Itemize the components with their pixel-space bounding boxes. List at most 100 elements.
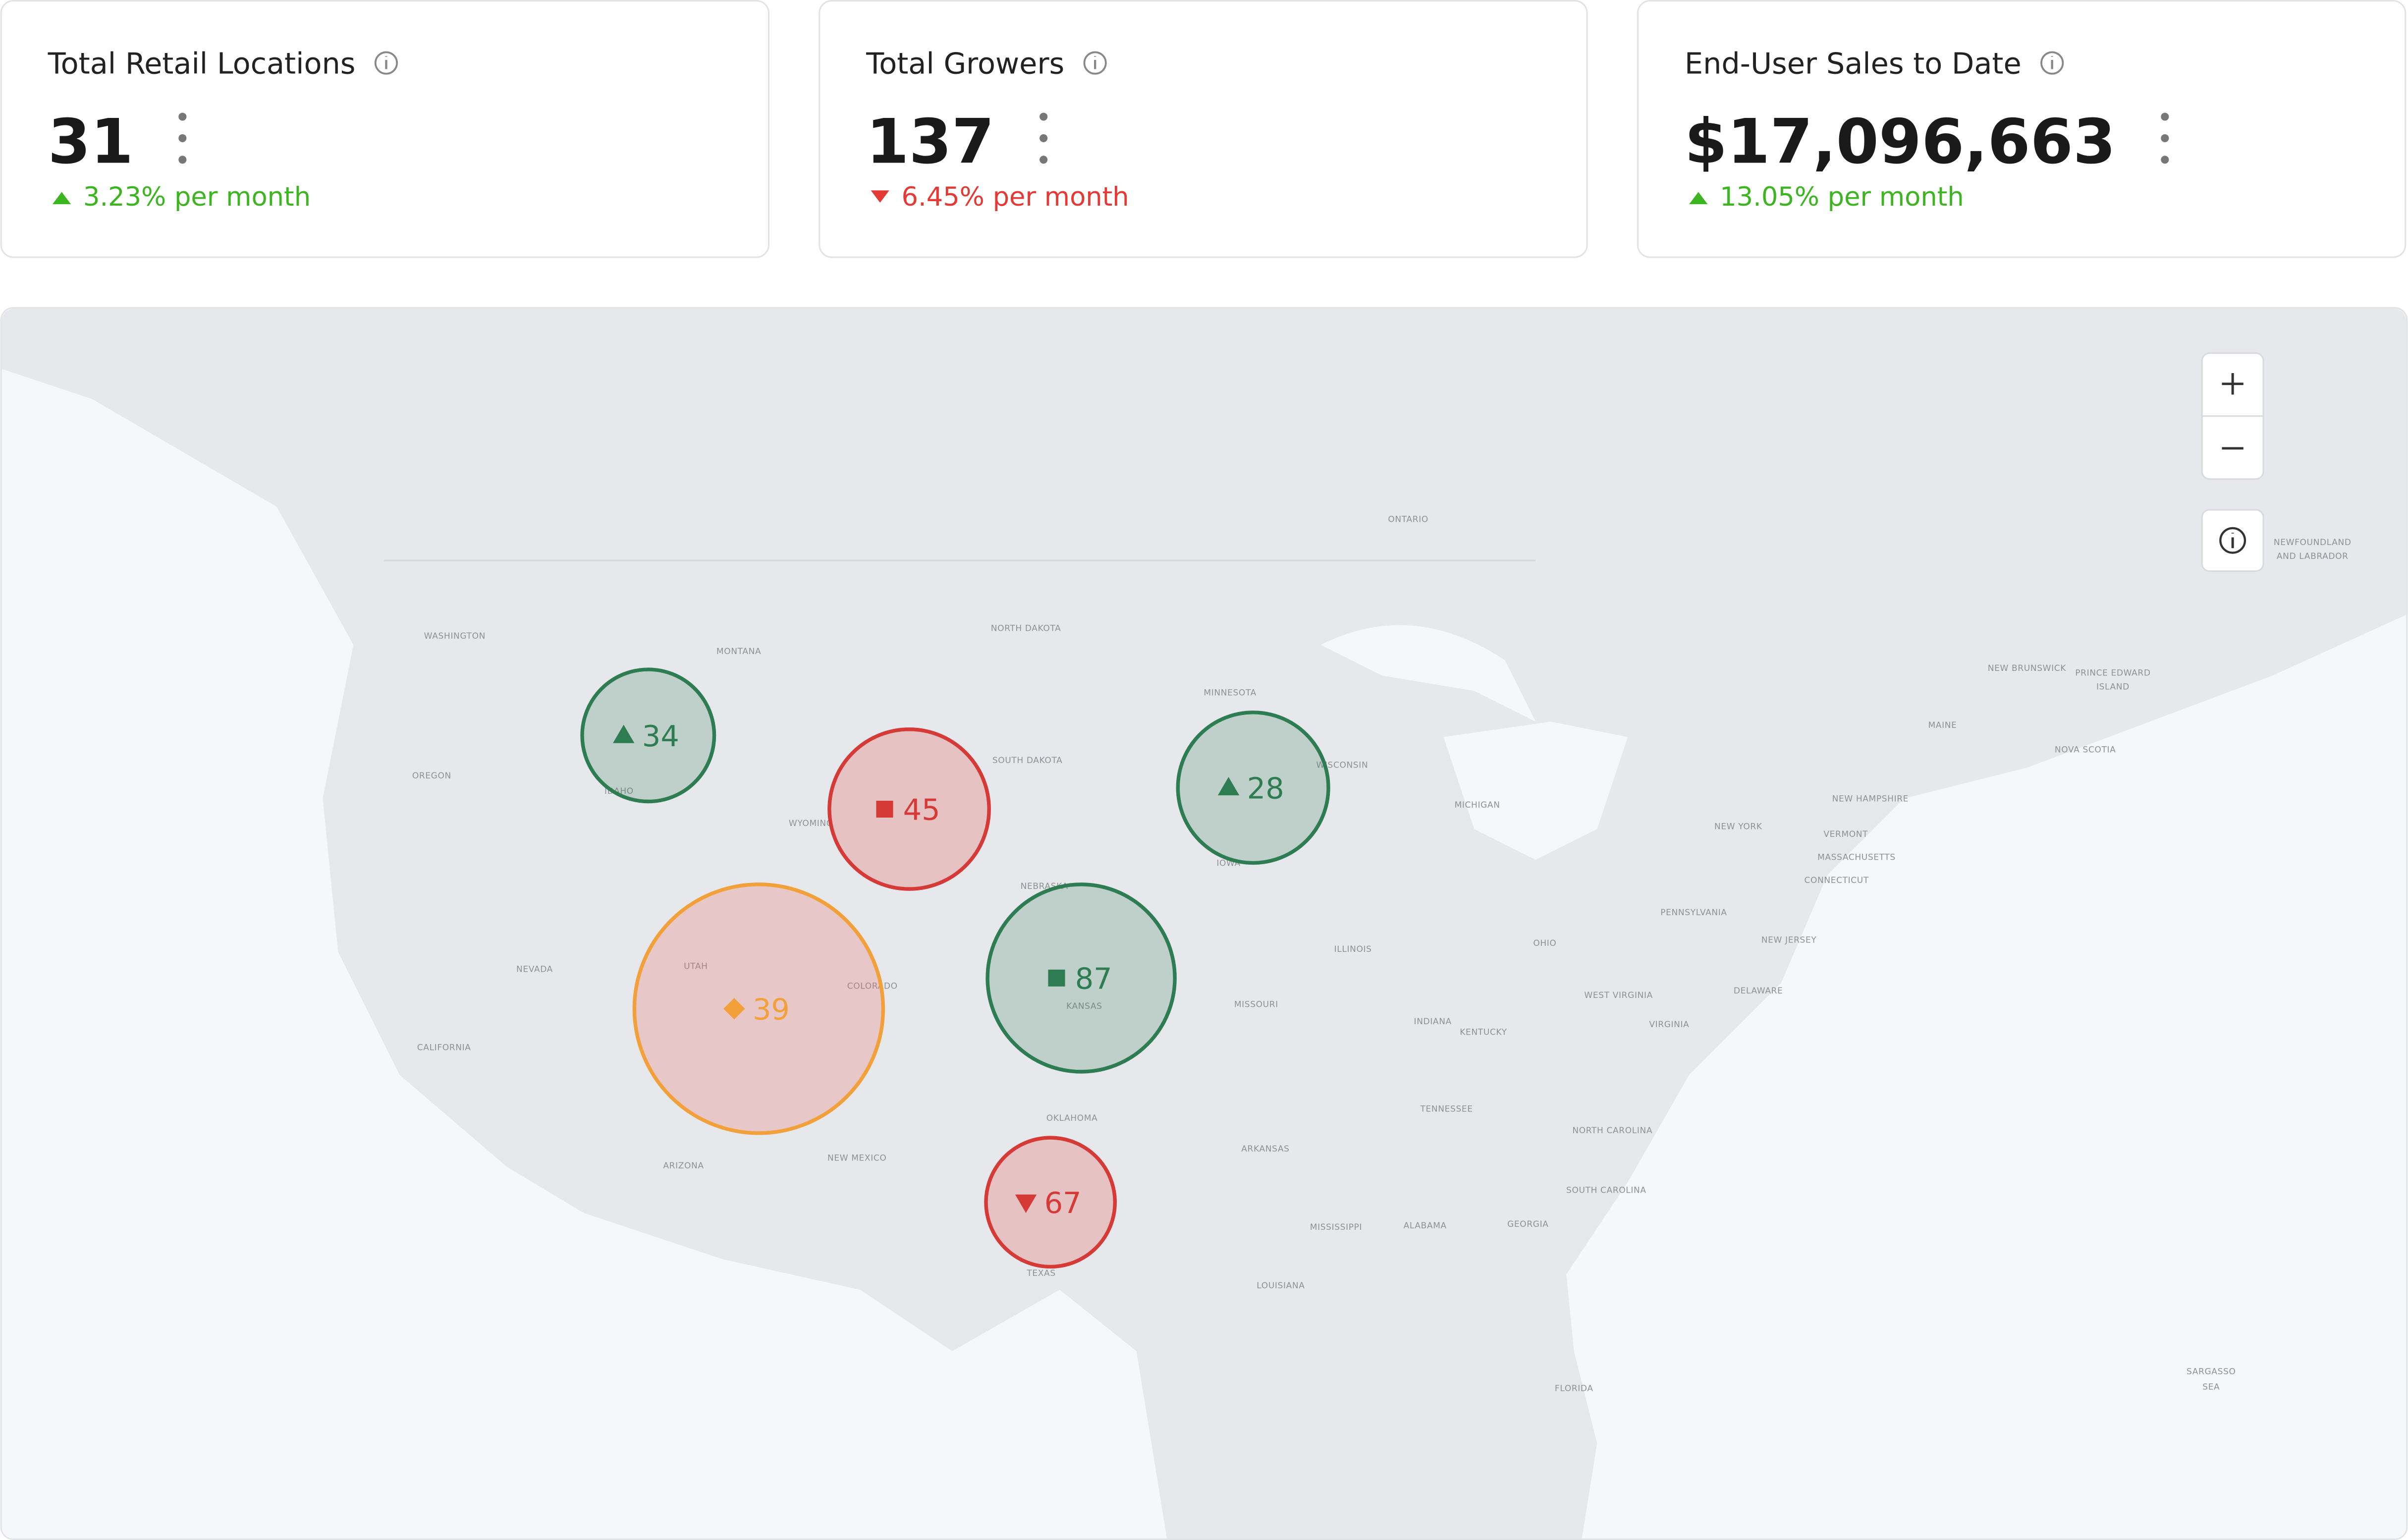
more-menu[interactable] xyxy=(178,112,187,121)
zoom-in[interactable] xyxy=(2222,373,2244,395)
map-label: ARKANSAS xyxy=(1241,1144,1289,1154)
map-label: SOUTH DAKOTA xyxy=(992,756,1063,766)
more-menu[interactable] xyxy=(178,134,187,142)
map-label: NEW YORK xyxy=(1714,822,1762,831)
marker[interactable]: 87 xyxy=(985,882,1177,1074)
map-label: MAINE xyxy=(1928,720,1957,730)
card-change: 6.45% per month xyxy=(902,182,1129,212)
map-label: MINNESOTA xyxy=(1204,688,1256,698)
marker-value: 39 xyxy=(753,992,790,1027)
marker-circle xyxy=(827,727,991,891)
more-menu[interactable] xyxy=(2161,112,2169,121)
marker-circle xyxy=(985,882,1177,1074)
great-lakes xyxy=(1320,625,1628,860)
info-icon xyxy=(1083,51,1107,75)
card xyxy=(1637,0,2407,258)
more-menu[interactable] xyxy=(1040,156,1048,164)
card-value: 31 xyxy=(48,106,133,177)
map-label: VIRGINIA xyxy=(1649,1020,1689,1030)
marker[interactable]: 39 xyxy=(632,882,885,1135)
map-label: WYOMING xyxy=(789,819,833,828)
map-label: SARGASSO xyxy=(2187,1367,2236,1376)
marker-value: 34 xyxy=(642,719,679,753)
map-label: FLORIDA xyxy=(1555,1383,1593,1393)
map-label: VERMONT xyxy=(1823,829,1868,839)
map-label: NEW JERSEY xyxy=(1761,935,1817,945)
map-label: WEST VIRGINIA xyxy=(1584,990,1652,1000)
map-label: DELAWARE xyxy=(1734,986,1783,996)
more-menu[interactable] xyxy=(178,156,187,164)
marker-icon xyxy=(876,800,893,818)
map-label: TENNESSEE xyxy=(1420,1104,1473,1114)
map-label: TEXAS xyxy=(1026,1268,1055,1278)
card-value: 137 xyxy=(866,106,994,177)
map-label: NEVADA xyxy=(516,964,553,974)
map-label: NOVA SCOTIA xyxy=(2055,745,2116,755)
more-menu[interactable] xyxy=(2161,156,2169,164)
marker-value: 87 xyxy=(1075,962,1112,996)
map-label: WISCONSIN xyxy=(1316,760,1368,770)
map-label: ISLAND xyxy=(2096,682,2130,692)
card-value: $17,096,663 xyxy=(1685,106,2116,177)
marker-value: 67 xyxy=(1044,1186,1082,1220)
map-label: INDIANA xyxy=(1414,1017,1452,1027)
marker[interactable]: 45 xyxy=(827,727,991,891)
map-label: CALIFORNIA xyxy=(417,1043,471,1053)
map-frame xyxy=(0,307,2408,1540)
map-label: ARIZONA xyxy=(663,1161,704,1171)
map-label: MICHIGAN xyxy=(1455,800,1500,810)
marker-icon xyxy=(1048,969,1065,987)
map-label: ALABAMA xyxy=(1404,1221,1447,1231)
marker-icon xyxy=(1015,1194,1037,1213)
more-menu[interactable] xyxy=(2161,134,2169,142)
map-label: GEORGIA xyxy=(1507,1219,1548,1229)
marker-icon xyxy=(1217,776,1240,796)
marker-circle xyxy=(984,1136,1117,1269)
map-label: CONNECTICUT xyxy=(1804,876,1868,885)
map-label: UTAH xyxy=(684,961,708,971)
card-title: Total Retail Locations xyxy=(48,47,356,81)
map-label: MASSACHUSETTS xyxy=(1817,852,1896,862)
marker-circle xyxy=(580,667,716,804)
map-label: NORTH DAKOTA xyxy=(991,624,1061,634)
map-label: NORTH CAROLINA xyxy=(1572,1126,1652,1136)
marker[interactable]: 67 xyxy=(984,1136,1117,1269)
trend-arrow xyxy=(1689,192,1708,205)
more-menu[interactable] xyxy=(1040,112,1048,121)
card-change: 3.23% per month xyxy=(83,182,311,212)
map-label: MISSOURI xyxy=(1234,1000,1278,1010)
marker[interactable]: 34 xyxy=(580,667,716,804)
card-title: Total Growers xyxy=(866,47,1064,81)
card xyxy=(0,0,770,258)
marker-value: 28 xyxy=(1247,771,1284,805)
map-label: NEW MEXICO xyxy=(827,1154,886,1163)
map-label: COLORADO xyxy=(847,982,898,991)
marker-icon xyxy=(612,724,635,743)
map-label: OKLAHOMA xyxy=(1046,1113,1098,1123)
trend-arrow xyxy=(52,192,71,205)
more-menu[interactable] xyxy=(1040,134,1048,142)
map-label: MISSISSIPPI xyxy=(1310,1222,1362,1232)
map-label: PENNSYLVANIA xyxy=(1660,908,1727,918)
info-icon xyxy=(374,51,398,75)
map-label: AND LABRADOR xyxy=(2277,551,2349,561)
map-label: NEW BRUNSWICK xyxy=(1988,663,2066,673)
map-label: OHIO xyxy=(1533,938,1556,948)
map-label: MONTANA xyxy=(716,647,761,657)
marker-circle xyxy=(1176,711,1330,865)
map[interactable]: ONTARIO NEWFOUNDLAND AND LABRADOR WASHINGTO… xyxy=(0,307,2408,1540)
map-label: ONTARIO xyxy=(1388,515,1428,525)
map-label: PRINCE EDWARD xyxy=(2075,668,2150,678)
map-label: NEWFOUNDLAND xyxy=(2274,538,2352,548)
map-label: SOUTH CAROLINA xyxy=(1566,1186,1646,1196)
info-icon xyxy=(2040,51,2064,75)
marker-value: 45 xyxy=(903,793,940,827)
card-change: 13.05% per month xyxy=(1720,182,1964,212)
marker-icon xyxy=(723,998,745,1020)
map-label: NEW HAMPSHIRE xyxy=(1832,794,1909,804)
zoom-controls[interactable] xyxy=(2201,352,2264,572)
map-label: WASHINGTON xyxy=(424,631,486,641)
marker[interactable]: 28 xyxy=(1176,711,1330,865)
map-label: KENTUCKY xyxy=(1460,1028,1507,1038)
